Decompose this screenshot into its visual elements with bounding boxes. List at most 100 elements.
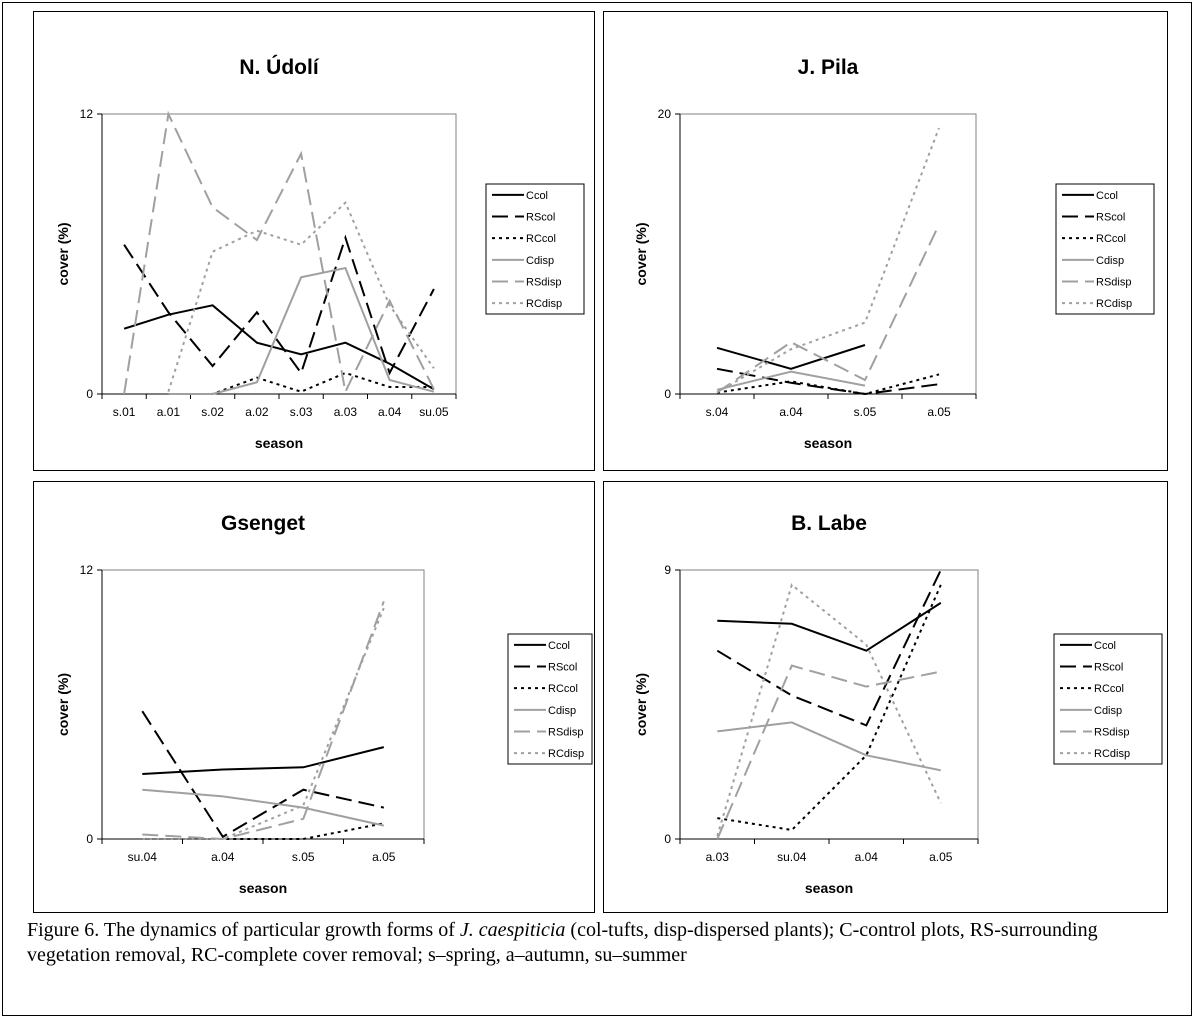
plot-area	[101, 569, 425, 840]
legend-box	[1053, 633, 1163, 765]
chart-b-labe: B. Labe 0 9 a.03 su.04 a.04 a.05 season cover (%…	[633, 512, 1163, 896]
y-tick-label: 20	[658, 107, 672, 121]
x-tick-label: a.03	[334, 405, 358, 419]
x-tick-label: su.04	[777, 850, 807, 864]
figure-caption: Figure 6. The dynamics of particular gro…	[27, 918, 1177, 968]
chart-panel-gsenget: Gsenget 0 12 su.04 a.04 s.05 a.05 season cover (…	[33, 481, 595, 913]
series-line-rcdisp	[142, 607, 385, 840]
series-line-rsdisp	[123, 110, 435, 395]
y-tick-label: 0	[86, 387, 93, 401]
legend-label: RScol	[526, 212, 555, 224]
legend-label: RCdisp	[548, 748, 584, 760]
legend-box	[1055, 183, 1155, 315]
x-axis-label: season	[239, 880, 287, 896]
y-axis-label: cover (%)	[633, 673, 649, 736]
series-line-rcdisp	[716, 127, 940, 394]
series-line-rccol	[168, 371, 434, 395]
x-tick-label: s.02	[201, 405, 224, 419]
series-line-cdisp	[716, 370, 866, 391]
legend-label: RCdisp	[526, 298, 562, 310]
x-tick-label: su.04	[128, 850, 158, 864]
legend-label: Cdisp	[1096, 255, 1124, 267]
x-tick-label: a.03	[706, 850, 730, 864]
chart-panel-j-pila: J. Pila 0 20 s.04 a.04 s.05 a.05 season cover (%…	[603, 11, 1168, 471]
series-line-ccol	[142, 746, 385, 775]
x-tick-label: s.01	[113, 405, 136, 419]
series-line-rscol	[716, 367, 940, 396]
caption-suffix: (col-tufts, disp-dispersed plants); C-co…	[27, 919, 1098, 966]
legend-label: Cdisp	[548, 705, 576, 717]
series-line-cdisp	[717, 721, 941, 772]
legend-box	[507, 633, 593, 765]
x-tick-label: a.02	[245, 405, 269, 419]
series-line-rcdisp	[167, 200, 435, 393]
legend-label: Cdisp	[526, 255, 554, 267]
x-axis-label: season	[804, 435, 852, 451]
legend-label: Ccol	[1096, 190, 1118, 202]
y-tick-label: 12	[80, 563, 94, 577]
x-tick-label: s.03	[290, 405, 313, 419]
legend-label: RSdisp	[526, 277, 561, 289]
y-axis-label: cover (%)	[55, 222, 71, 285]
chart-title: Gsenget	[221, 512, 305, 535]
y-axis-label: cover (%)	[633, 222, 649, 285]
x-tick-label: s.05	[854, 405, 877, 419]
series-line-cdisp	[168, 266, 435, 395]
legend-label: Ccol	[548, 640, 570, 652]
x-tick-label: a.05	[927, 405, 951, 419]
x-tick-label: a.04	[211, 850, 235, 864]
x-tick-label: su.05	[419, 405, 449, 419]
legend-label: RCdisp	[1094, 748, 1130, 760]
y-tick-label: 0	[664, 387, 671, 401]
legend-label: RSdisp	[548, 727, 583, 739]
x-tick-label: s.05	[292, 850, 315, 864]
chart-title: N. Údolí	[239, 55, 319, 79]
plot-area	[679, 113, 977, 395]
y-tick-label: 0	[664, 832, 671, 846]
series-line-rscol	[141, 710, 385, 839]
y-tick-label: 12	[80, 107, 94, 121]
series-line-rscol	[123, 234, 435, 376]
legend-label: RCcol	[1094, 683, 1124, 695]
x-tick-label: a.04	[779, 405, 803, 419]
series-line-rccol	[716, 373, 940, 396]
legend-label: RScol	[1096, 212, 1125, 224]
series-line-rsdisp	[142, 601, 385, 841]
x-tick-label: a.05	[372, 850, 396, 864]
legend-label: RSdisp	[1094, 727, 1129, 739]
legend-label: RCcol	[526, 233, 556, 245]
legend-label: RCdisp	[1096, 298, 1132, 310]
chart-n-udoli: N. Údolí 0 12 s.01 a.01 s.02 a.02 s.03 a.03 a.04 s…	[55, 55, 585, 451]
x-tick-label: a.01	[157, 405, 181, 419]
x-tick-label: a.04	[855, 850, 879, 864]
series-line-rcdisp	[716, 583, 942, 837]
x-tick-label: a.04	[378, 405, 402, 419]
caption-species: J. caespiticia	[459, 919, 566, 941]
y-tick-label: 9	[664, 563, 671, 577]
series-line-rscol	[716, 569, 942, 727]
series-line-rsdisp	[716, 664, 941, 840]
legend-label: Ccol	[526, 190, 548, 202]
legend-label: Ccol	[1094, 640, 1116, 652]
legend-label: Cdisp	[1094, 705, 1122, 717]
chart-gsenget: Gsenget 0 12 su.04 a.04 s.05 a.05 season cover (…	[55, 512, 593, 896]
plot-area	[101, 113, 457, 395]
chart-title: J. Pila	[798, 56, 859, 79]
series-line-rccol	[142, 822, 384, 840]
series-line-ccol	[716, 344, 866, 370]
y-tick-label: 0	[86, 832, 93, 846]
y-axis-label: cover (%)	[55, 673, 71, 736]
plot-area	[679, 569, 979, 840]
series-line-cdisp	[142, 788, 385, 827]
legend-label: RSdisp	[1096, 277, 1131, 289]
chart-panel-b-labe: B. Labe 0 9 a.03 su.04 a.04 a.05 season cover (%…	[603, 481, 1168, 913]
series-line-ccol	[717, 602, 942, 652]
chart-j-pila: J. Pila 0 20 s.04 a.04 s.05 a.05 season cover (%…	[633, 56, 1155, 451]
legend-label: RScol	[1094, 662, 1123, 674]
legend-label: RScol	[548, 662, 577, 674]
x-tick-label: a.05	[929, 850, 953, 864]
caption-prefix: Figure 6. The dynamics of particular gro…	[27, 919, 460, 941]
x-axis-label: season	[805, 880, 853, 896]
x-tick-label: s.04	[706, 405, 729, 419]
